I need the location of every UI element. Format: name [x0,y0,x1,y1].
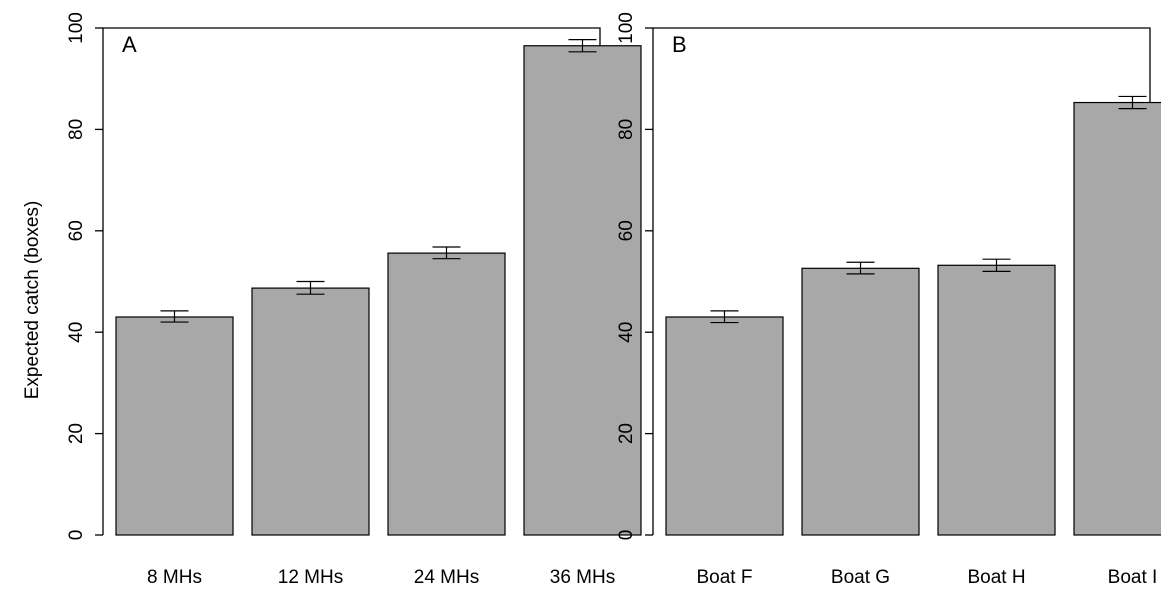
x-tick-label: Boat H [967,567,1025,588]
y-tick-label: 60 [616,220,637,241]
panel-label: A [122,32,137,57]
x-tick-label: Boat F [697,567,753,588]
y-tick-label: 20 [616,423,637,444]
y-tick-label: 40 [66,322,87,343]
x-tick-label: Boat G [831,567,890,588]
x-tick-label: 8 MHs [147,567,202,588]
y-axis-label: Expected catch (boxes) [22,201,43,400]
panel-a: 0 20 40 60 80 100 A 8 MHs 12 MHs 24 MHs 36 MHs [66,12,642,588]
y-tick-label: 20 [66,423,87,444]
bar [1073,101,1161,536]
bar [801,267,920,536]
x-tick-label: 36 MHs [550,567,615,588]
y-tick-label: 100 [66,12,87,44]
x-tick-label: Boat I [1108,567,1158,588]
panel-b: 0 20 40 60 80 100 B Boat F Boat G Boat H Boat I [616,12,1161,588]
bar [523,45,642,536]
y-tick-label: 60 [66,220,87,241]
y-tick-label: 80 [616,119,637,140]
bar [115,316,234,536]
y-tick-label: 40 [616,322,637,343]
bar [937,264,1056,536]
bar [387,252,506,536]
bar [251,287,370,536]
x-tick-label: 12 MHs [278,567,343,588]
y-tick-label: 0 [616,530,637,541]
y-tick-label: 80 [66,119,87,140]
panel-label: B [672,32,687,57]
x-tick-label: 24 MHs [414,567,479,588]
bar [665,316,784,536]
y-tick-label: 0 [66,530,87,541]
y-tick-label: 100 [616,12,637,44]
